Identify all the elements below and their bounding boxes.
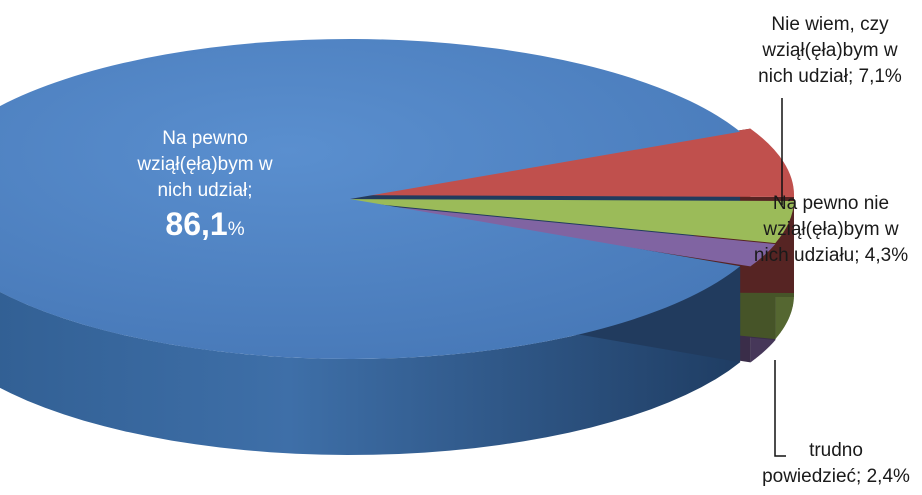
slice-side-sure_yes <box>0 266 741 455</box>
label-sure-yes-line-2: wziął(ęła)bym w <box>137 154 273 175</box>
label-sure-yes-line-3: nich udział; <box>157 180 253 201</box>
label-not-sure-line-2: wziął(ęła)bym w <box>762 40 898 61</box>
label-not-sure-line-1: Nie wiem, czy <box>771 14 889 35</box>
label-sure-no-line-3: nich udziału; 4,3% <box>753 245 909 266</box>
label-sure-yes-unit: % <box>227 219 245 240</box>
leader-hard-to-say <box>774 360 786 457</box>
label-sure-yes: Na pewno wziął(ęła)bym w nich udział; 86… <box>100 126 310 244</box>
label-sure-yes-value: 86,1 <box>165 206 228 242</box>
label-hard-to-say-line-2: powiedzieć; 2,4% <box>762 466 910 487</box>
label-sure-no-line-2: wziął(ęła)bym w <box>763 219 899 240</box>
label-sure-no: Na pewno nie wziął(ęła)bym w nich udział… <box>742 191 920 269</box>
slice-top-sure_no <box>324 199 794 244</box>
label-sure-no-line-1: Na pewno nie <box>772 193 890 214</box>
label-hard-to-say: trudno powiedzieć; 2,4% <box>752 438 920 490</box>
label-hard-to-say-line-1: trudno <box>809 440 863 461</box>
label-not-sure-line-3: nich udział; 7,1% <box>758 66 902 87</box>
label-not-sure: Nie wiem, czy wziął(ęła)bym w nich udzia… <box>742 12 918 90</box>
slice-top-sure_yes <box>0 39 741 359</box>
label-sure-yes-line-1: Na pewno <box>162 128 248 149</box>
